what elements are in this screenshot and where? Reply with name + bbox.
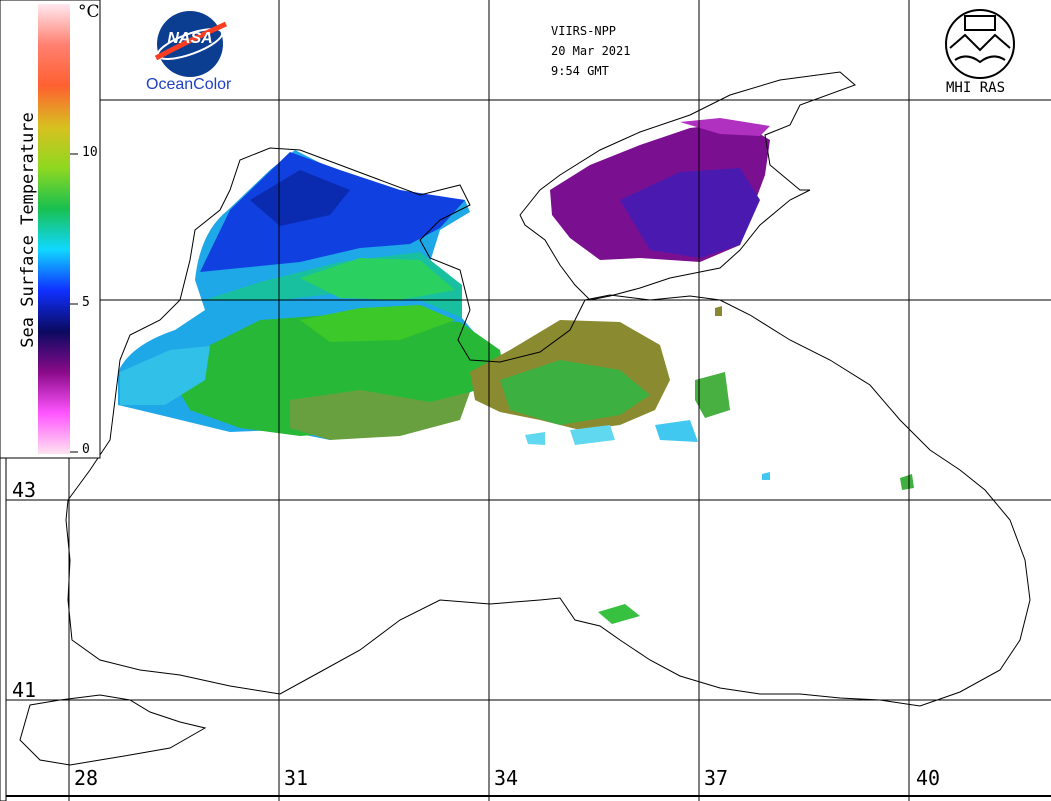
legend-unit: °C (78, 2, 100, 22)
sst-field-azov (550, 118, 770, 262)
longitude-label-28: 28 (74, 766, 99, 790)
legend (0, 0, 101, 459)
mhi-ras-caption: MHI RAS (946, 80, 1006, 96)
longitude-label-40: 40 (916, 766, 941, 790)
legend-title: Sea Surface Temperature (18, 112, 38, 348)
date-label: 20 Mar 2021 (551, 44, 631, 58)
legend-tick-5: 5 (82, 295, 90, 310)
sst-field-west (118, 150, 508, 440)
legend-colorbar (38, 4, 70, 454)
coastline (19, 71, 1031, 766)
longitude-label-34: 34 (494, 766, 519, 790)
oceancolor-caption: OceanColor (146, 76, 232, 93)
nasa-logo (154, 11, 228, 77)
sst-field-central (470, 306, 914, 624)
latitude-label-43: 43 (12, 478, 37, 502)
nasa-badge-text: NASA (167, 30, 213, 47)
mhi-ras-logo (945, 9, 1015, 79)
time-label: 9:54 GMT (551, 64, 609, 78)
longitude-label-37: 37 (704, 766, 729, 790)
legend-tick-10: 10 (82, 145, 98, 160)
sensor-label: VIIRS-NPP (551, 24, 617, 38)
latitude-label-41: 41 (12, 678, 37, 702)
legend-tick-0: 0 (82, 442, 90, 457)
longitude-label-31: 31 (284, 766, 309, 790)
